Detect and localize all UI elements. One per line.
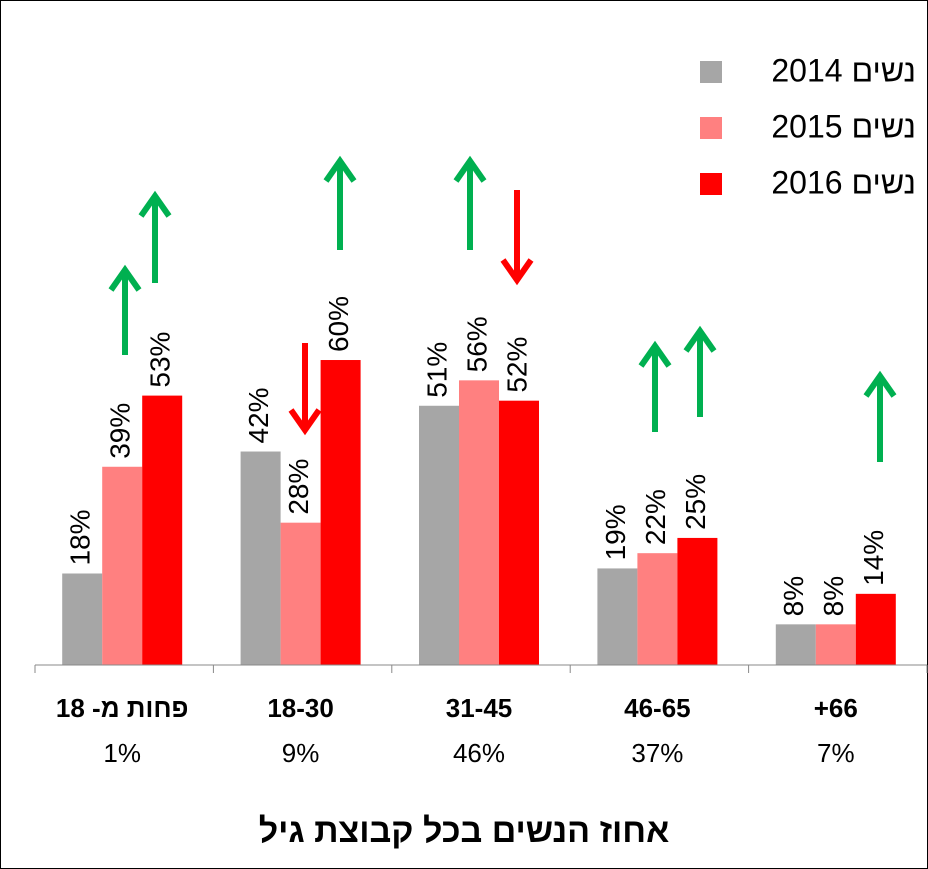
bar bbox=[637, 553, 678, 665]
data-label: 8% bbox=[818, 576, 849, 616]
category-share: 7% bbox=[817, 738, 855, 768]
category-share: 1% bbox=[103, 738, 141, 768]
legend-label: נשים 2015 bbox=[771, 108, 916, 144]
x-tick-label: 46-65 bbox=[624, 693, 691, 723]
x-tick-label: 31-45 bbox=[446, 693, 513, 723]
data-label: 18% bbox=[65, 509, 96, 565]
x-tick-label: פחות מ- 18 bbox=[56, 693, 189, 723]
change-arrows bbox=[108, 155, 897, 462]
arrow-up bbox=[138, 190, 172, 283]
data-label: 14% bbox=[858, 530, 889, 586]
arrow-down bbox=[288, 343, 322, 436]
data-label: 42% bbox=[243, 387, 274, 443]
bar bbox=[499, 400, 539, 665]
arrow-up bbox=[683, 325, 717, 417]
data-label: 56% bbox=[461, 316, 492, 372]
data-label: 8% bbox=[778, 576, 809, 616]
x-tick-label: 18-30 bbox=[267, 693, 334, 723]
arrow-down bbox=[500, 190, 534, 286]
arrow-up bbox=[323, 155, 357, 250]
category-share: 9% bbox=[282, 738, 320, 768]
bar bbox=[419, 405, 459, 665]
chart-title: אחוז הנשים בכל קבוצת גיל bbox=[259, 812, 670, 850]
bar bbox=[320, 360, 361, 665]
bar bbox=[102, 466, 143, 665]
category-share: 37% bbox=[631, 738, 683, 768]
data-label: 22% bbox=[640, 489, 671, 545]
data-label: 39% bbox=[105, 403, 136, 459]
legend-swatch bbox=[700, 61, 722, 83]
arrow-up bbox=[108, 264, 142, 355]
data-label: 51% bbox=[421, 342, 452, 398]
arrow-up bbox=[863, 370, 897, 462]
data-label: 52% bbox=[501, 337, 532, 393]
bar bbox=[240, 451, 281, 665]
data-label: 25% bbox=[680, 474, 711, 530]
legend-swatch bbox=[700, 173, 722, 195]
bar bbox=[597, 568, 638, 665]
arrow-up bbox=[453, 155, 487, 250]
category-share: 46% bbox=[453, 738, 505, 768]
legend-swatch bbox=[700, 117, 722, 139]
data-label: 19% bbox=[600, 504, 631, 560]
bar bbox=[62, 573, 103, 665]
bar bbox=[775, 624, 816, 665]
bar bbox=[677, 537, 718, 665]
bar bbox=[855, 593, 896, 665]
data-label: 53% bbox=[145, 332, 176, 388]
bar bbox=[280, 522, 321, 665]
data-label: 60% bbox=[323, 296, 354, 352]
bar bbox=[459, 380, 499, 665]
bar bbox=[815, 624, 856, 665]
legend-label: נשים 2014 bbox=[771, 52, 916, 88]
data-label: 28% bbox=[283, 459, 314, 515]
bar bbox=[142, 395, 183, 665]
legend-label: נשים 2016 bbox=[771, 164, 916, 200]
x-tick-label: +66 bbox=[814, 693, 858, 723]
arrow-up bbox=[638, 340, 672, 432]
